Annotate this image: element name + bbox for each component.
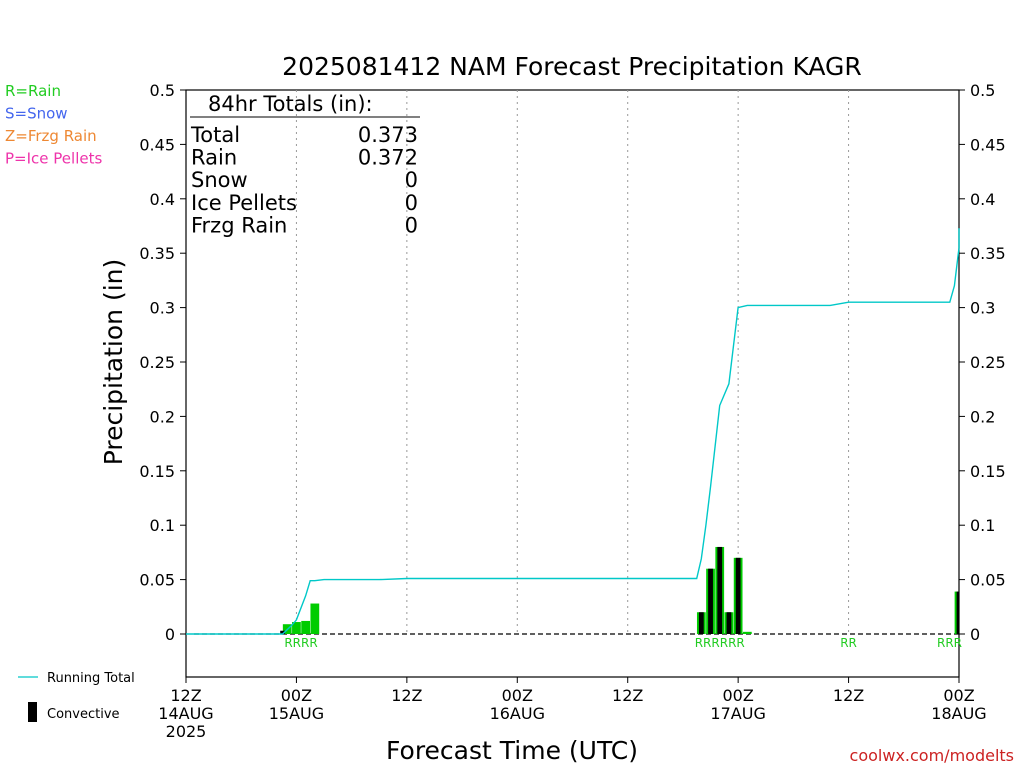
y-tick-label-left: 0.05 xyxy=(139,571,175,590)
convective-legend-swatch xyxy=(28,702,37,722)
x-tick-label: 17AUG xyxy=(710,704,765,723)
series-lines xyxy=(186,228,960,635)
running-total-line xyxy=(186,228,960,635)
x-tick-label: 18AUG xyxy=(931,704,986,723)
precip-type-legend-item: Z=Frzg Rain xyxy=(5,127,97,145)
y-tick-label-left: 0.2 xyxy=(150,407,175,426)
y-tick-label-left: 0.4 xyxy=(150,190,175,209)
y-tick-label-right: 0.5 xyxy=(970,81,995,100)
rain-bar xyxy=(301,620,311,634)
x-tick-label: 12Z xyxy=(391,686,422,705)
x-tick-label: 00Z xyxy=(281,686,312,705)
rain-bar xyxy=(310,603,320,634)
y-tick-label-left: 0 xyxy=(165,625,175,644)
y-tick-label-left: 0.35 xyxy=(139,244,175,263)
totals-row-label: Rain xyxy=(191,146,237,170)
y-axis-left: 0.5 0.45 0.4 0.35 0.3 0.25 0.2 0.15 0.1 0.05 0 xyxy=(139,81,186,644)
precip-type-code: RRRRRR xyxy=(695,636,745,650)
convective-bar xyxy=(717,546,723,634)
precip-type-legend: R=Rain S=Snow Z=Frzg Rain P=Ice Pellets xyxy=(5,82,102,168)
running-total-legend-label: Running Total xyxy=(47,671,135,686)
totals-row-value: 0 xyxy=(405,168,418,192)
totals-rows: Total 0.373 Rain 0.372 Snow 0 Ice Pellets 0 Frzg… xyxy=(190,123,418,237)
precip-type-code: RRR xyxy=(937,636,962,650)
convective-bar xyxy=(735,557,741,634)
y-tick-label-right: 0.35 xyxy=(970,244,1006,263)
y-axis-title: Precipitation (in) xyxy=(99,259,128,466)
x-tick-label: 16AUG xyxy=(490,704,545,723)
totals-box: 84hr Totals (in): Total 0.373 Rain 0.372 Sno… xyxy=(190,92,420,237)
x-tick-label: 00Z xyxy=(722,686,753,705)
y-tick-label-right: 0.4 xyxy=(970,190,995,209)
y-tick-label-right: 0.3 xyxy=(970,299,995,318)
convective-bar xyxy=(956,591,959,634)
x-tick-label: 12Z xyxy=(612,686,643,705)
convective-bar xyxy=(708,568,713,634)
totals-row-label: Snow xyxy=(191,168,248,192)
y-tick-label-left: 0.15 xyxy=(139,462,175,481)
x-tick-label: 2025 xyxy=(166,722,207,741)
precip-type-codes: RRRR RRRRRR RR RRR xyxy=(284,636,962,650)
totals-row-label: Total xyxy=(190,123,240,147)
y-tick-label-right: 0.25 xyxy=(970,353,1006,372)
x-tick-label: 12Z xyxy=(170,686,201,705)
y-tick-label-right: 0.45 xyxy=(970,135,1006,154)
totals-heading: 84hr Totals (in): xyxy=(208,92,373,116)
precip-type-legend-item: R=Rain xyxy=(5,82,61,100)
convective-bar xyxy=(280,630,286,634)
y-tick-label-left: 0.1 xyxy=(150,516,175,535)
y-tick-label-right: 0.1 xyxy=(970,516,995,535)
totals-row-label: Frzg Rain xyxy=(191,213,287,237)
source-credit: coolwx.com/modelts xyxy=(850,746,1014,765)
precip-type-code: RR xyxy=(840,636,857,650)
x-tick-label: 12Z xyxy=(833,686,864,705)
y-tick-label-left: 0.45 xyxy=(139,135,175,154)
y-tick-label-left: 0.5 xyxy=(150,81,175,100)
x-axis-title: Forecast Time (UTC) xyxy=(386,736,638,765)
y-tick-label-left: 0.25 xyxy=(139,353,175,372)
x-tick-label: 00Z xyxy=(502,686,533,705)
chart-title: 2025081412 NAM Forecast Precipitation KA… xyxy=(282,52,862,81)
convective-bar xyxy=(698,612,704,634)
y-tick-label-right: 0.15 xyxy=(970,462,1006,481)
series-legend: Running Total Convective xyxy=(18,671,135,722)
rain-bar xyxy=(742,631,752,634)
rain-bar xyxy=(292,622,301,634)
y-tick-label-right: 0.05 xyxy=(970,571,1006,590)
x-tick-label: 15AUG xyxy=(269,704,324,723)
x-tick-label: 00Z xyxy=(943,686,974,705)
convective-legend-label: Convective xyxy=(47,707,120,722)
totals-row-value: 0 xyxy=(405,213,418,237)
y-tick-label-right: 0.2 xyxy=(970,407,995,426)
grid-lines xyxy=(194,90,959,635)
y-tick-label-left: 0.3 xyxy=(150,299,175,318)
precip-type-legend-item: P=Ice Pellets xyxy=(5,150,102,168)
y-axis-right: 0.5 0.45 0.4 0.35 0.3 0.25 0.2 0.15 0.1 0.05 0 xyxy=(959,81,1006,644)
precip-type-code: RRRR xyxy=(284,636,317,650)
precip-type-legend-item: S=Snow xyxy=(5,105,68,123)
totals-row-value: 0 xyxy=(405,191,418,215)
precip-bars xyxy=(280,546,959,634)
plot-frame xyxy=(185,89,960,678)
x-tick-label: 14AUG xyxy=(158,704,213,723)
convective-bar xyxy=(726,612,732,634)
totals-row-value: 0.372 xyxy=(358,146,418,170)
y-tick-label-right: 0 xyxy=(970,625,980,644)
totals-row-label: Ice Pellets xyxy=(191,191,297,215)
totals-row-value: 0.373 xyxy=(358,123,418,147)
